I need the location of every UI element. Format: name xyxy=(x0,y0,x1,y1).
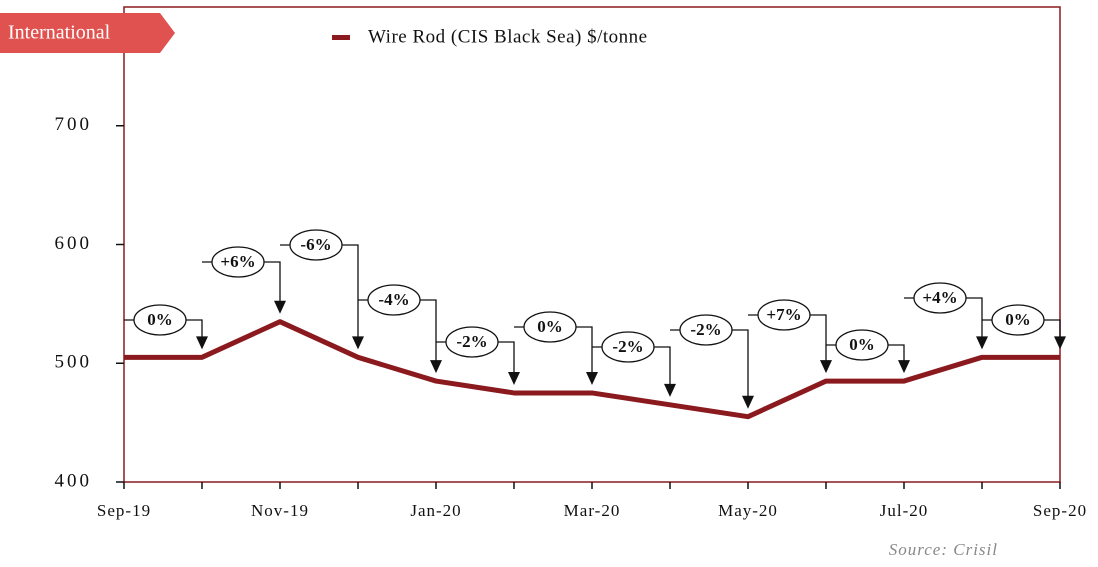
callout-arrow xyxy=(898,360,910,374)
x-tick-label: Sep-20 xyxy=(1033,501,1087,520)
y-tick-label: 400 xyxy=(55,470,93,491)
callout-bubble xyxy=(835,329,889,361)
callout-bubble xyxy=(289,229,343,261)
legend-label: Wire Rod (CIS Black Sea) $/tonne xyxy=(368,26,648,47)
callout-bubble xyxy=(757,299,811,331)
legend-swatch xyxy=(332,35,350,40)
y-tick-label: 700 xyxy=(55,114,93,135)
callout-label: -4% xyxy=(378,290,409,309)
callout-bubble xyxy=(523,311,577,343)
callout-label: 0% xyxy=(147,310,173,329)
x-tick-label: Jan-20 xyxy=(410,501,461,520)
x-tick-label: Jul-20 xyxy=(880,501,929,520)
callout-label: -2% xyxy=(690,320,721,339)
source: Source: Crisil xyxy=(889,540,998,559)
callout-arrow xyxy=(508,371,520,385)
callout-bubble xyxy=(367,284,421,316)
badge: International xyxy=(8,22,111,44)
callout-label: +6% xyxy=(220,252,255,271)
callout-arrow xyxy=(976,336,988,350)
callout-label: 0% xyxy=(1005,310,1031,329)
callout-arrow xyxy=(430,360,442,374)
callout-label: +4% xyxy=(922,288,957,307)
callout-arrow xyxy=(742,395,754,409)
callout-label: -2% xyxy=(612,337,643,356)
y-tick-label: 600 xyxy=(55,233,93,254)
badge-bg xyxy=(0,13,175,53)
callout-bubble xyxy=(445,326,499,358)
plot-frame xyxy=(123,6,1061,483)
callout-arrow xyxy=(820,360,832,374)
callout-bubble xyxy=(211,246,265,278)
x-tick-label: Sep-19 xyxy=(97,501,151,520)
callout-label: -6% xyxy=(300,235,331,254)
callout-label: +7% xyxy=(766,305,801,324)
y-tick-label: 500 xyxy=(55,352,93,373)
callout-arrow xyxy=(1054,336,1066,350)
callout-label: 0% xyxy=(849,335,875,354)
callout-bubble xyxy=(679,314,733,346)
callout-label: 0% xyxy=(537,317,563,336)
callout-arrow xyxy=(274,300,286,314)
callout-bubble xyxy=(133,304,187,336)
callout-arrow xyxy=(586,371,598,385)
callout-arrow xyxy=(352,336,364,350)
callout-label: -2% xyxy=(456,332,487,351)
line xyxy=(124,319,1060,420)
callout-arrow xyxy=(664,383,676,397)
callout-bubble xyxy=(601,331,655,363)
x-tick-label: Nov-19 xyxy=(251,501,309,520)
x-tick-label: Mar-20 xyxy=(564,501,621,520)
callout-bubble xyxy=(991,304,1045,336)
callout-arrow xyxy=(196,336,208,350)
x-tick-label: May-20 xyxy=(718,501,778,520)
callout-bubble xyxy=(913,282,967,314)
